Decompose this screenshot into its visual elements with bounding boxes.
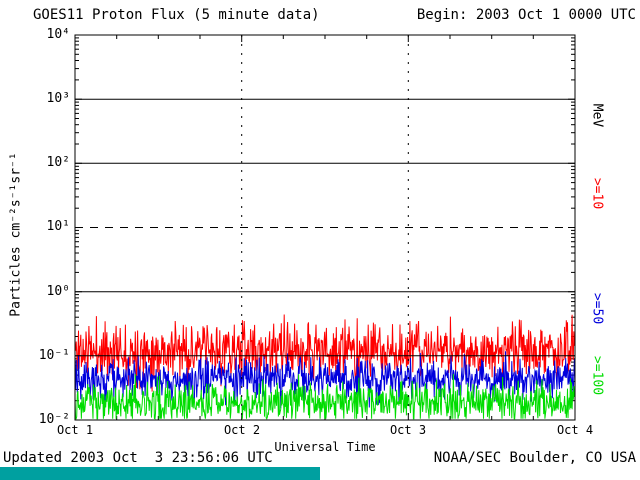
x-axis-label: Universal Time xyxy=(274,440,376,454)
y-tick-label-1e-2: 10⁻² xyxy=(38,412,70,427)
y-tick-label-1e4: 10⁴ xyxy=(46,27,70,42)
x-tick-label-oct2: Oct 2 xyxy=(223,423,261,437)
x-tick-label-oct3: Oct 3 xyxy=(389,423,427,437)
y-tick-label-1e3: 10³ xyxy=(46,91,70,106)
right-axis-unit-label-mev: MeV xyxy=(589,103,605,128)
y-tick-label-1e2: 10² xyxy=(46,155,70,170)
begin-timestamp: Begin: 2003 Oct 1 0000 UTC xyxy=(416,7,636,23)
y-tick-label-1e-1: 10⁻¹ xyxy=(38,348,70,363)
series-label-ge10-icon: >=10 xyxy=(589,177,605,210)
x-tick-label-oct1: Oct 1 xyxy=(56,423,94,437)
series-label-ge50-icon: >=50 xyxy=(589,292,605,325)
y-axis-label: Particles cm⁻²s⁻¹sr⁻¹ xyxy=(8,152,24,317)
y-tick-label-1e1: 10¹ xyxy=(46,219,70,234)
series-label-ge100-icon: >=100 xyxy=(589,355,605,396)
y-tick-label-1e0: 10⁰ xyxy=(46,284,70,299)
updated-timestamp: Updated 2003 Oct 3 23:56:06 UTC xyxy=(3,450,273,466)
status-bar xyxy=(0,467,320,480)
chart-title: GOES11 Proton Flux (5 minute data) xyxy=(33,7,320,23)
x-tick-label-oct4: Oct 4 xyxy=(556,423,594,437)
source-attribution: NOAA/SEC Boulder, CO USA xyxy=(433,450,636,466)
